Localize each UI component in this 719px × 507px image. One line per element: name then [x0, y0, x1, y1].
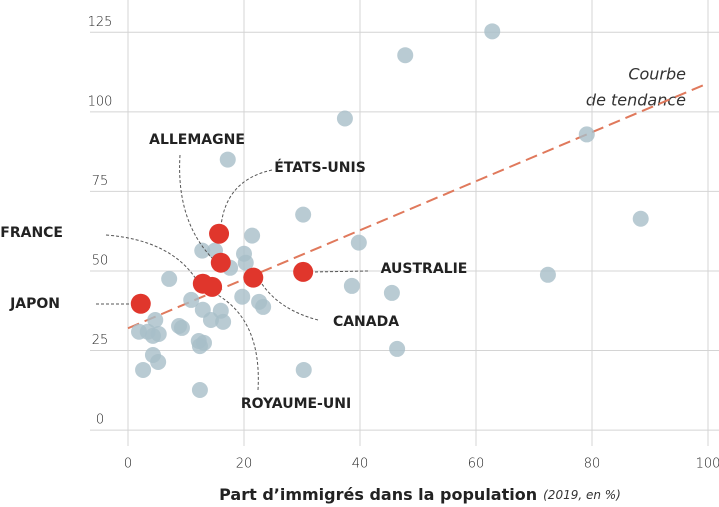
y-tick-label: 50 [92, 253, 109, 268]
leader-line [105, 234, 197, 280]
leader-line [179, 154, 213, 259]
point-label: ALLEMAGNE [149, 132, 245, 148]
point [173, 319, 190, 336]
point [397, 47, 414, 64]
point [350, 234, 367, 251]
point [191, 381, 208, 398]
highlight-point [210, 252, 231, 273]
point-label: ÉTATS-UNIS [274, 159, 366, 176]
leader-line [261, 283, 319, 321]
point [215, 313, 232, 330]
point [295, 206, 312, 223]
point [161, 270, 178, 287]
point [191, 338, 208, 355]
point [219, 151, 236, 168]
point [343, 277, 360, 294]
point-label: ROYAUME-UNI [241, 396, 351, 412]
point [632, 210, 649, 227]
point [131, 323, 148, 340]
point [194, 242, 211, 259]
highlight-point [130, 293, 151, 314]
leader-line [311, 270, 369, 273]
trend-line [127, 82, 709, 330]
y-tick-label: 125 [88, 15, 113, 30]
point-label: CANADA [333, 314, 399, 330]
x-axis-note: (2019, en %) [543, 488, 621, 502]
point [244, 227, 261, 244]
annotation: Courbe [628, 65, 686, 84]
y-tick-label: 100 [88, 94, 113, 109]
y-tick-label: 0 [96, 413, 104, 428]
x-tick-label: 60 [468, 457, 485, 472]
point [234, 288, 251, 305]
y-tick-label: 75 [92, 174, 109, 189]
point-label: AUSTRALIE [381, 261, 468, 277]
x-tick-label: 100 [696, 457, 719, 472]
x-tick-label: 0 [124, 457, 132, 472]
point [150, 325, 167, 342]
x-tick-label: 80 [584, 457, 601, 472]
point [183, 291, 200, 308]
point [202, 311, 219, 328]
highlight-point [243, 267, 264, 288]
point [237, 254, 254, 271]
point [295, 361, 312, 378]
y-tick-label: 25 [92, 333, 109, 348]
leader-line [215, 293, 259, 391]
x-axis-label: Part d’immigrés dans la population [219, 485, 537, 504]
point [336, 110, 353, 127]
highlight-point [293, 261, 314, 282]
point [255, 298, 272, 315]
point [578, 126, 595, 143]
point [484, 23, 501, 40]
point [383, 284, 400, 301]
point [539, 266, 556, 283]
point [135, 361, 152, 378]
leader-line [220, 169, 273, 227]
point-label: JAPON [9, 296, 60, 312]
x-tick-label: 20 [236, 457, 253, 472]
highlight-point [209, 223, 230, 244]
point [147, 311, 164, 328]
point [150, 353, 167, 370]
annotation: de tendance [586, 91, 686, 110]
point [389, 340, 406, 357]
highlight-point [202, 276, 223, 297]
x-axis-title: Part d’immigrés dans la population (2019,… [219, 485, 621, 504]
x-tick-label: 40 [352, 457, 369, 472]
point-label: FRANCE [0, 225, 63, 241]
